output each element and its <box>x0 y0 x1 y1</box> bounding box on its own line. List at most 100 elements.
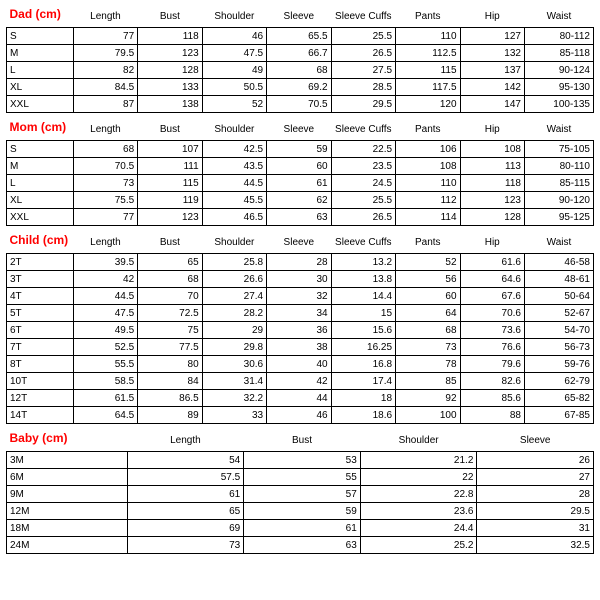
column-header: Hip <box>460 6 524 28</box>
size-value: 46 <box>202 28 266 45</box>
size-table: Mom (cm)LengthBustShoulderSleeveSleeve C… <box>6 119 594 226</box>
size-value: 59 <box>267 141 331 158</box>
size-value: 58.5 <box>73 373 137 390</box>
size-value: 16.8 <box>331 356 395 373</box>
table-row: 24M736325.232.5 <box>7 537 594 554</box>
size-label: M <box>7 158 74 175</box>
size-value: 89 <box>138 407 202 424</box>
size-value: 117.5 <box>396 79 460 96</box>
size-label: S <box>7 28 74 45</box>
size-value: 54 <box>127 452 244 469</box>
size-value: 27.5 <box>331 62 395 79</box>
column-header: Sleeve Cuffs <box>331 232 395 254</box>
size-value: 84 <box>138 373 202 390</box>
size-value: 64 <box>396 305 460 322</box>
size-value: 118 <box>138 28 202 45</box>
size-value: 48-61 <box>524 271 593 288</box>
size-value: 23.6 <box>360 503 477 520</box>
size-value: 77 <box>73 209 137 226</box>
size-value: 45.5 <box>202 192 266 209</box>
size-value: 53 <box>244 452 361 469</box>
size-label: XL <box>7 79 74 96</box>
size-value: 61 <box>244 520 361 537</box>
size-label: M <box>7 45 74 62</box>
size-value: 75.5 <box>73 192 137 209</box>
column-header: Shoulder <box>360 430 477 452</box>
size-value: 73 <box>396 339 460 356</box>
column-header: Shoulder <box>202 6 266 28</box>
size-value: 69.2 <box>267 79 331 96</box>
table-row: 6T49.575293615.66873.654-70 <box>7 322 594 339</box>
size-section: Dad (cm)LengthBustShoulderSleeveSleeve C… <box>6 6 594 113</box>
size-value: 73 <box>73 175 137 192</box>
table-row: 12M655923.629.5 <box>7 503 594 520</box>
table-row: 18M696124.431 <box>7 520 594 537</box>
size-value: 95-130 <box>524 79 593 96</box>
size-value: 82 <box>73 62 137 79</box>
size-value: 16.25 <box>331 339 395 356</box>
size-label: XL <box>7 192 74 209</box>
size-value: 28.5 <box>331 79 395 96</box>
size-value: 40 <box>267 356 331 373</box>
column-header: Length <box>127 430 244 452</box>
column-header: Sleeve Cuffs <box>331 6 395 28</box>
size-value: 100-135 <box>524 96 593 113</box>
size-value: 114 <box>396 209 460 226</box>
size-label: 4T <box>7 288 74 305</box>
size-value: 62 <box>267 192 331 209</box>
size-value: 44 <box>267 390 331 407</box>
size-value: 60 <box>267 158 331 175</box>
size-value: 75-105 <box>524 141 593 158</box>
size-value: 75 <box>138 322 202 339</box>
size-value: 86.5 <box>138 390 202 407</box>
column-header: Waist <box>524 232 593 254</box>
size-value: 147 <box>460 96 524 113</box>
table-row: 9M615722.828 <box>7 486 594 503</box>
size-value: 137 <box>460 62 524 79</box>
column-header: Bust <box>138 232 202 254</box>
size-label: L <box>7 62 74 79</box>
size-value: 79.6 <box>460 356 524 373</box>
size-value: 13.2 <box>331 254 395 271</box>
size-value: 27 <box>477 469 594 486</box>
size-value: 14.4 <box>331 288 395 305</box>
size-value: 76.6 <box>460 339 524 356</box>
section-title: Mom (cm) <box>7 119 74 141</box>
size-label: S <box>7 141 74 158</box>
size-value: 22.5 <box>331 141 395 158</box>
size-value: 123 <box>138 45 202 62</box>
size-value: 42.5 <box>202 141 266 158</box>
size-value: 44.5 <box>73 288 137 305</box>
section-title: Dad (cm) <box>7 6 74 28</box>
size-value: 46 <box>267 407 331 424</box>
size-value: 87 <box>73 96 137 113</box>
size-value: 68 <box>138 271 202 288</box>
column-header: Hip <box>460 119 524 141</box>
size-value: 108 <box>396 158 460 175</box>
size-value: 65 <box>127 503 244 520</box>
column-header: Length <box>73 6 137 28</box>
column-header: Sleeve <box>267 232 331 254</box>
size-value: 56-73 <box>524 339 593 356</box>
table-row: 12T61.586.532.244189285.665-82 <box>7 390 594 407</box>
size-value: 30.6 <box>202 356 266 373</box>
size-value: 24.4 <box>360 520 477 537</box>
section-title: Baby (cm) <box>7 430 128 452</box>
size-value: 95-125 <box>524 209 593 226</box>
size-value: 57.5 <box>127 469 244 486</box>
column-header: Sleeve <box>477 430 594 452</box>
column-header: Length <box>73 119 137 141</box>
size-value: 78 <box>396 356 460 373</box>
column-header: Length <box>73 232 137 254</box>
size-value: 73.6 <box>460 322 524 339</box>
size-value: 31 <box>477 520 594 537</box>
size-value: 52-67 <box>524 305 593 322</box>
size-value: 138 <box>138 96 202 113</box>
table-row: M70.511143.56023.510811380-110 <box>7 158 594 175</box>
size-value: 90-124 <box>524 62 593 79</box>
size-value: 25.5 <box>331 192 395 209</box>
table-row: 10T58.58431.44217.48582.662-79 <box>7 373 594 390</box>
size-value: 38 <box>267 339 331 356</box>
size-value: 57 <box>244 486 361 503</box>
size-value: 25.2 <box>360 537 477 554</box>
